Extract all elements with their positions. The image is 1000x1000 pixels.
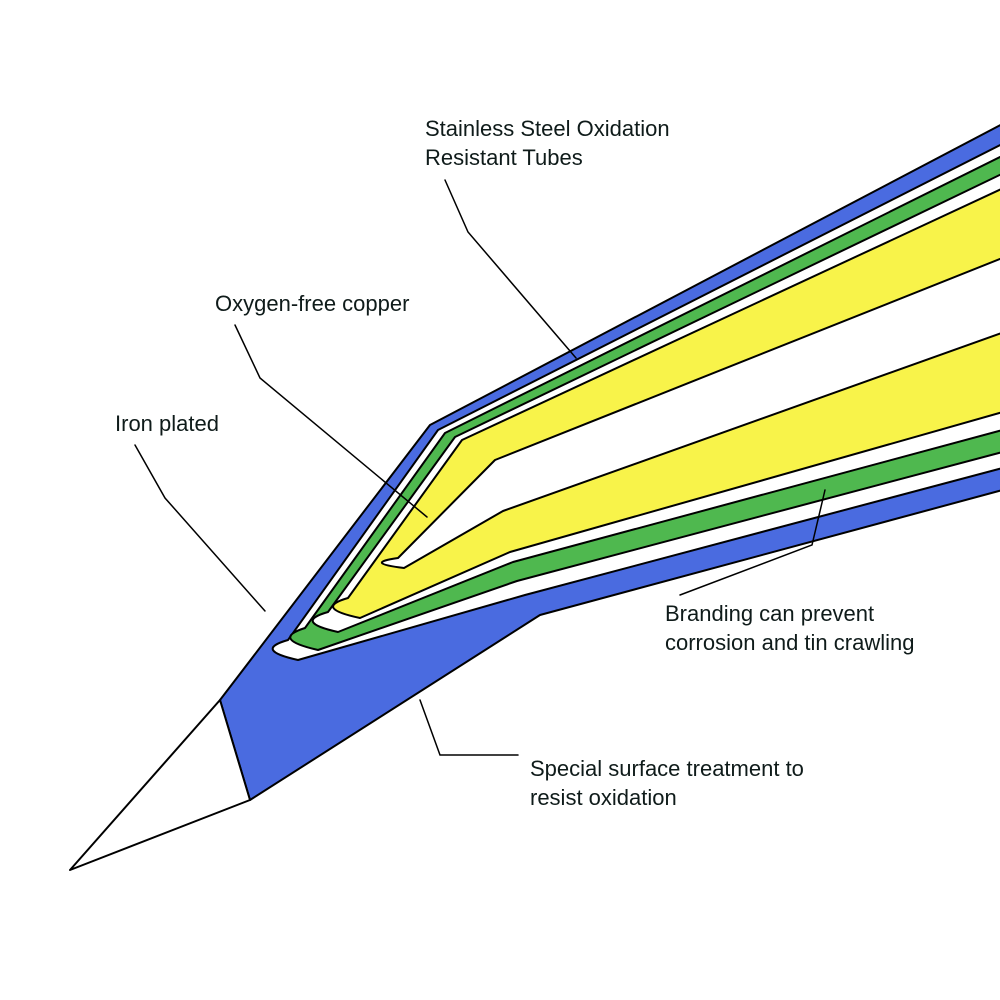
leader-iron-plated — [135, 445, 265, 611]
white-tip — [70, 700, 250, 870]
label-line-2: corrosion and tin crawling — [665, 630, 914, 655]
leader-surface-treatment — [420, 700, 518, 755]
label-line-1: Iron plated — [115, 411, 219, 436]
label-line-2: resist oxidation — [530, 785, 677, 810]
leader-stainless-steel — [445, 180, 576, 358]
label-surface-treatment: Special surface treatment to resist oxida… — [530, 755, 804, 812]
label-line-1: Oxygen-free copper — [215, 291, 409, 316]
label-branding: Branding can prevent corrosion and tin cr… — [665, 600, 914, 657]
label-line-1: Stainless Steel Oxidation — [425, 116, 670, 141]
label-stainless-steel: Stainless Steel Oxidation Resistant Tubes — [425, 115, 670, 172]
label-line-1: Special surface treatment to — [530, 756, 804, 781]
label-iron-plated: Iron plated — [115, 410, 219, 439]
label-oxygen-free-copper: Oxygen-free copper — [215, 290, 409, 319]
label-line-2: Resistant Tubes — [425, 145, 583, 170]
label-line-1: Branding can prevent — [665, 601, 874, 626]
